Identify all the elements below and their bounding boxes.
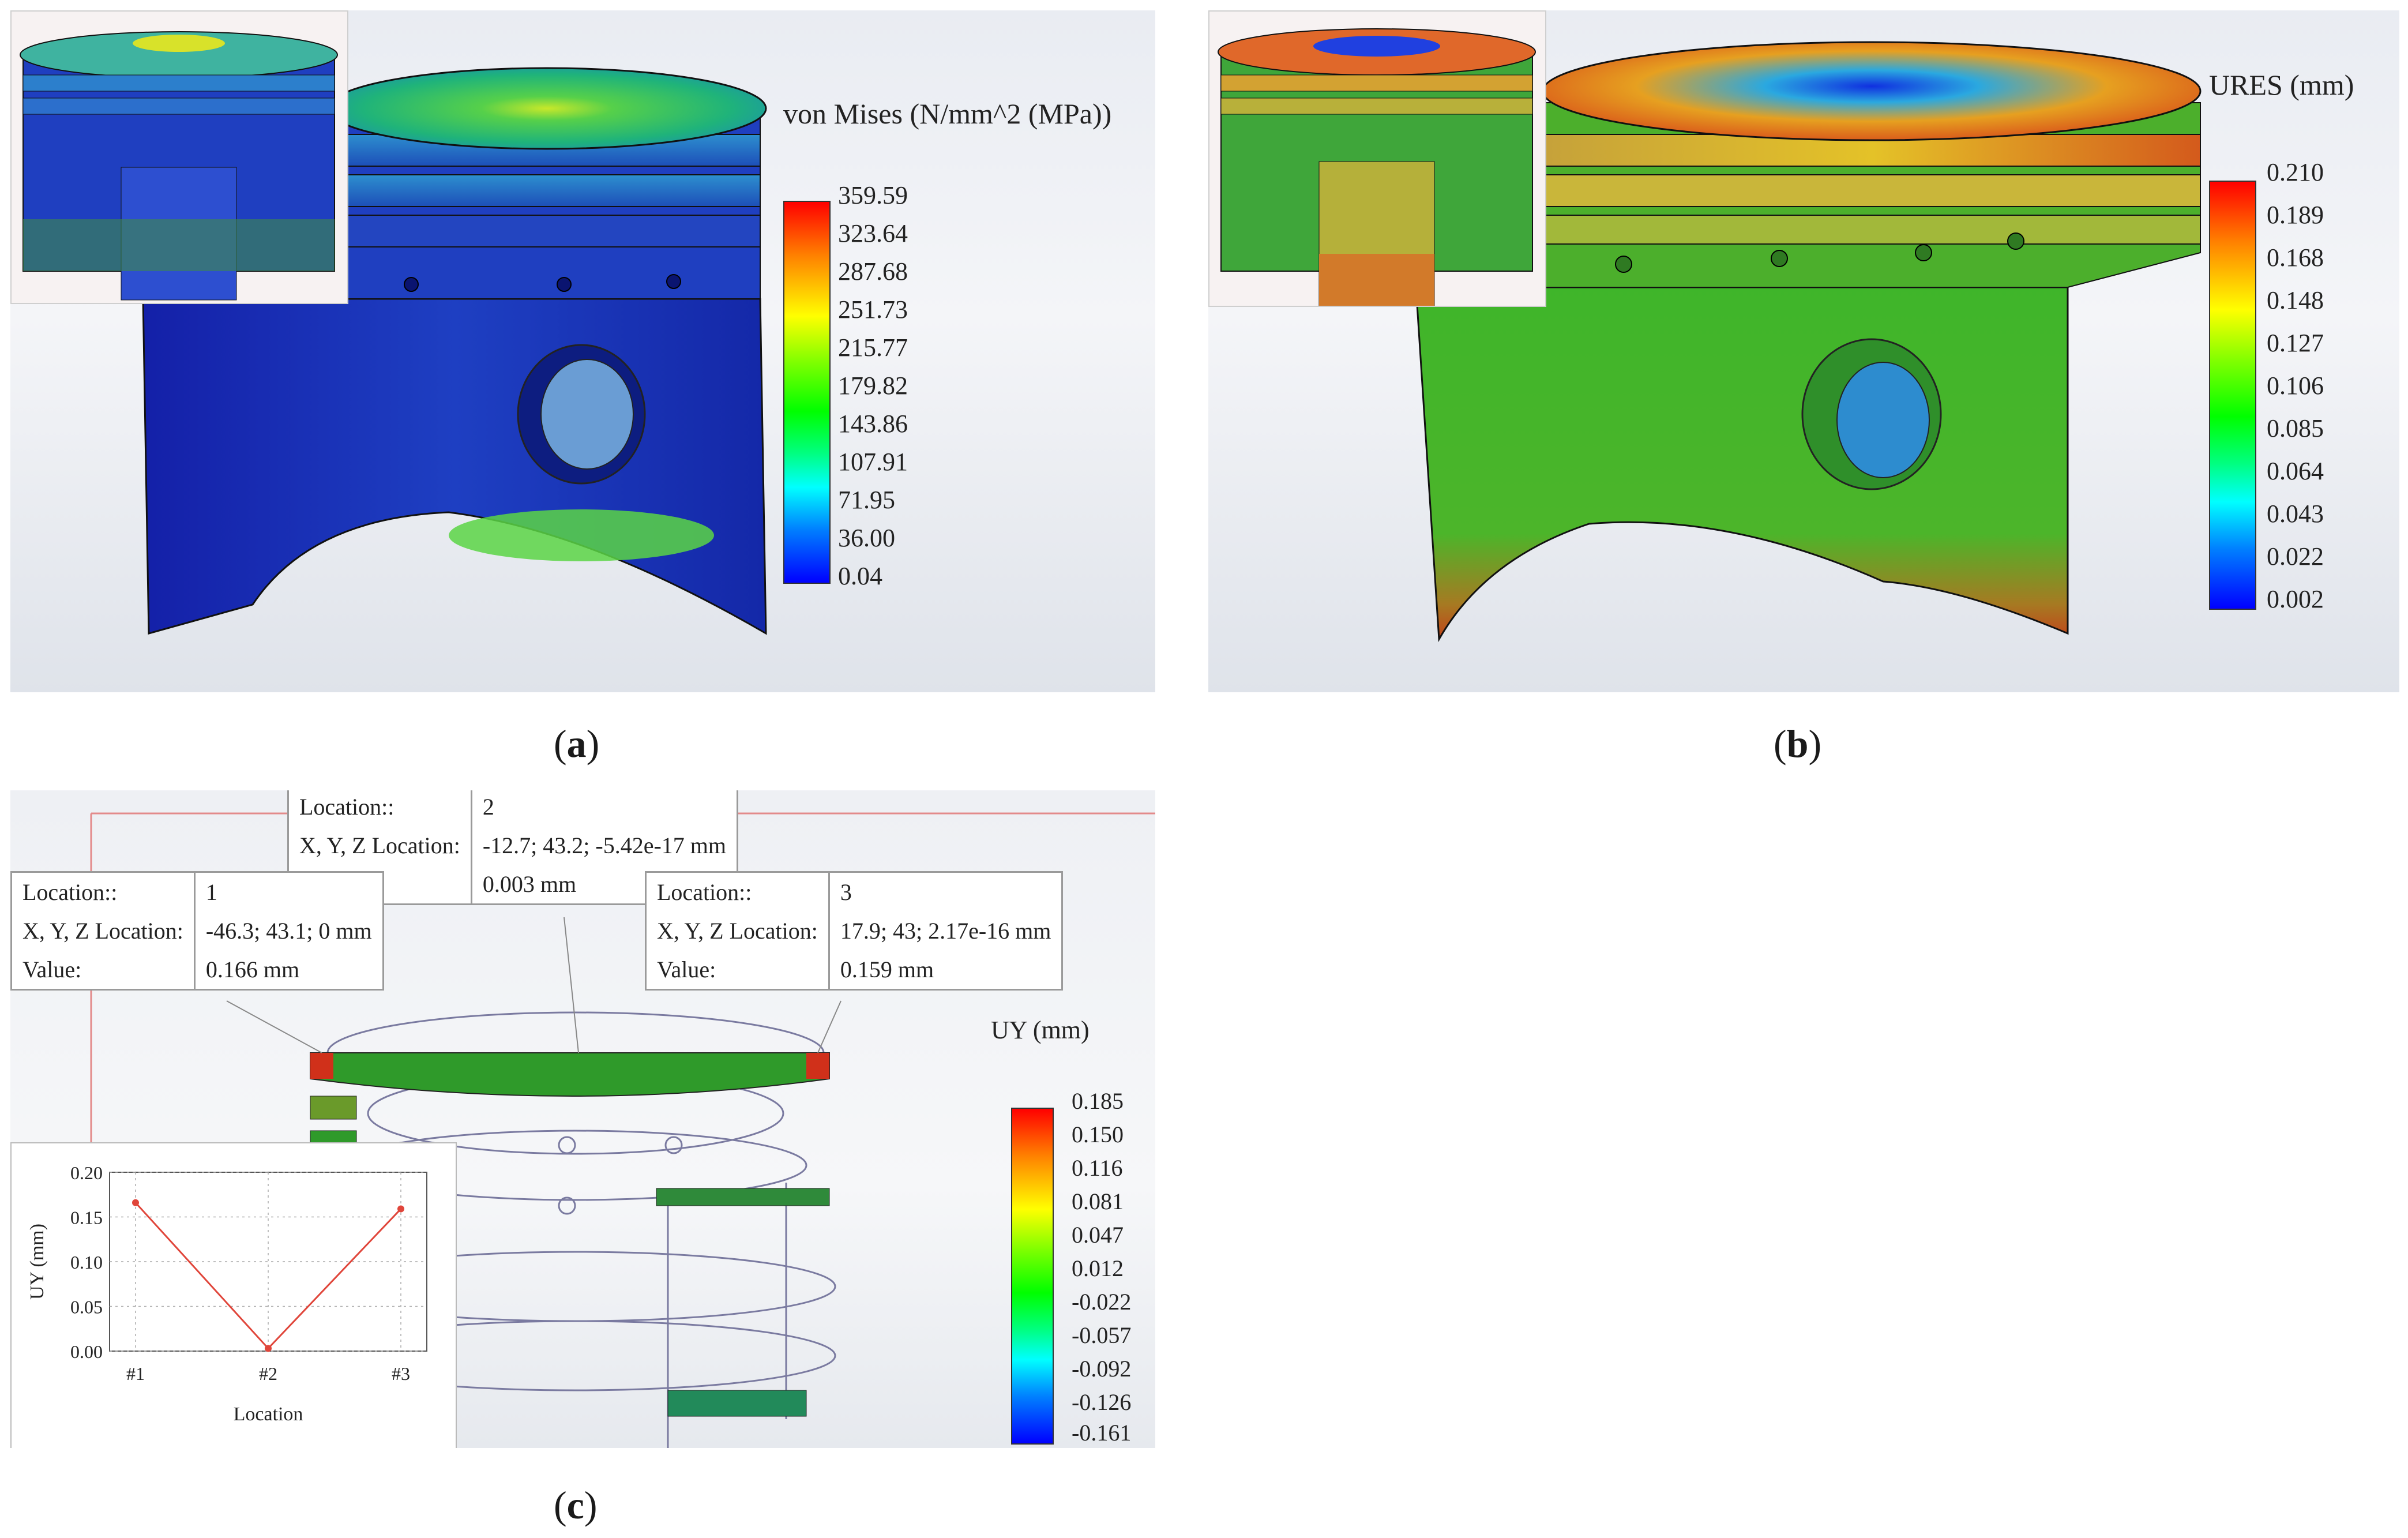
legend-title: URES (mm) [2209, 69, 2354, 101]
tick-label: 71.95 [838, 486, 895, 514]
probe-location: 3 [840, 879, 852, 905]
y-tick-label: 0.05 [70, 1297, 103, 1318]
tick-label: 107.91 [838, 448, 908, 476]
uy-line-chart: 0.20 0.15 0.10 0.05 0.00 #1 #2 #3 Location UY (mm… [10, 1142, 457, 1448]
tick-label: 0.106 [2267, 372, 2324, 400]
caption-b: (b) [1774, 722, 1822, 766]
piston-displacement-render [1415, 41, 2202, 643]
tick-label: 0.085 [2267, 414, 2324, 442]
x-tick-label: #1 [126, 1363, 145, 1384]
tick-label: 0.127 [2267, 329, 2324, 357]
tick-label: 0.116 [1072, 1155, 1123, 1181]
tick-label: 0.081 [1072, 1188, 1124, 1214]
probe-value: 0.159 mm [840, 956, 934, 982]
color-bar [2209, 181, 2256, 610]
probe-xyz: -12.7; 43.2; -5.42e-17 mm [482, 832, 727, 858]
probe-field-label: Location:: [647, 873, 830, 911]
y-tick-label: 0.20 [70, 1162, 103, 1183]
tick-label: 0.002 [2267, 585, 2324, 613]
probe-label-3: Location:: 3 X, Y, Z Location: 17.9; 43; 2… [645, 871, 1064, 991]
tick-label: -0.161 [1072, 1420, 1132, 1446]
tick-label: 0.043 [2267, 500, 2324, 528]
tick-label: 0.185 [1072, 1088, 1124, 1114]
panel-b-section-inset [1208, 10, 1546, 307]
probe-field-label: Value: [647, 950, 830, 989]
chart-svg: 0.20 0.15 0.10 0.05 0.00 #1 #2 #3 Location UY (mm… [27, 1162, 427, 1425]
probe-field-label: X, Y, Z Location: [289, 826, 472, 865]
x-axis-label: Location [234, 1404, 303, 1425]
tick-label: 0.148 [2267, 286, 2324, 314]
y-tick-label: 0.00 [70, 1341, 103, 1362]
panel-a-section-inset [10, 10, 348, 304]
probe-field-label: Location:: [12, 873, 196, 911]
probe-location: 2 [482, 794, 494, 820]
tick-label: 0.022 [2267, 542, 2324, 571]
legend-title: von Mises (N/mm^2 (MPa)) [783, 97, 1112, 130]
tick-label: 0.012 [1072, 1255, 1124, 1281]
color-bar [783, 201, 831, 584]
tick-label: 251.73 [838, 295, 908, 324]
probe-field-label: Location:: [289, 790, 472, 826]
piston-stress-render [142, 67, 767, 635]
tick-label: 287.68 [838, 257, 908, 286]
x-tick-label: #3 [392, 1363, 410, 1384]
probe-field-label: Value: [12, 950, 196, 989]
panel-b-displacement: URES (mm) 0.210 0.189 0.168 0.148 0.127 … [1208, 10, 2399, 692]
legend-title: UY (mm) [991, 1016, 1090, 1044]
tick-label: -0.057 [1072, 1322, 1132, 1348]
y-axis-label: UY (mm) [27, 1224, 48, 1300]
probe-field-label: X, Y, Z Location: [12, 911, 196, 950]
tick-label: 215.77 [838, 333, 908, 362]
data-point [397, 1205, 404, 1213]
tick-label: -0.126 [1072, 1389, 1132, 1415]
tick-label: -0.022 [1072, 1289, 1132, 1315]
data-point [265, 1345, 272, 1352]
tick-label: 0.04 [838, 562, 882, 590]
probe-xyz: -46.3; 43.1; 0 mm [205, 918, 372, 944]
tick-label: -0.092 [1072, 1356, 1132, 1382]
data-point [132, 1199, 139, 1206]
piston-section-render [1218, 28, 1536, 306]
tick-label: 36.00 [838, 524, 895, 552]
probe-label-1: Location:: 1 X, Y, Z Location: -46.3; 43.1… [10, 871, 384, 991]
tick-label: 0.150 [1072, 1121, 1124, 1147]
tick-label: 0.210 [2267, 158, 2324, 186]
x-tick-label: #2 [259, 1363, 277, 1384]
panel-c-uy-probe: Location:: 2 X, Y, Z Location: -12.7; 43.2… [10, 790, 1155, 1448]
tick-label: 0.168 [2267, 243, 2324, 272]
tick-label: 179.82 [838, 372, 908, 400]
probe-location: 1 [205, 879, 217, 905]
caption-a: (a) [554, 722, 600, 766]
tick-label: 323.64 [838, 219, 908, 247]
probe-value: 0.166 mm [205, 956, 300, 982]
tick-label: 143.86 [838, 410, 908, 438]
tick-label: 0.064 [2267, 457, 2324, 485]
panel-a-von-mises: von Mises (N/mm^2 (MPa)) 359.59 323.64 2… [10, 10, 1155, 692]
probe-xyz: 17.9; 43; 2.17e-16 mm [840, 918, 1051, 944]
color-bar [1011, 1108, 1054, 1445]
tick-label: 0.189 [2267, 201, 2324, 229]
piston-section-render [20, 31, 338, 301]
probe-field-label: X, Y, Z Location: [647, 911, 830, 950]
tick-label: 0.047 [1072, 1222, 1124, 1248]
caption-c: (c) [554, 1483, 598, 1527]
probe-value: 0.003 mm [482, 871, 577, 897]
y-tick-label: 0.15 [70, 1207, 103, 1228]
tick-label: 359.59 [838, 181, 908, 209]
y-tick-label: 0.10 [70, 1252, 103, 1273]
